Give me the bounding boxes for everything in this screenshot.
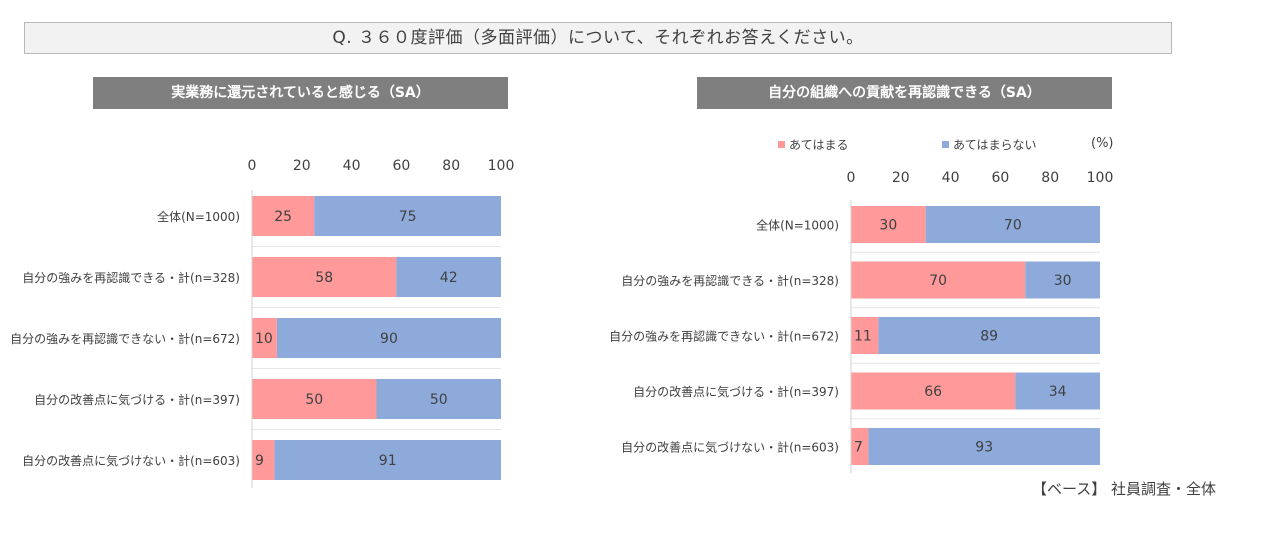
data-label: 75 xyxy=(399,209,417,225)
x-tick-label: 20 xyxy=(293,158,311,174)
category-label: 自分の改善点に気づける・計(n=397) xyxy=(34,392,240,407)
x-tick-label: 40 xyxy=(343,158,361,174)
bar-yes-right-3 xyxy=(851,372,1016,410)
bar-no-left-0 xyxy=(314,196,501,236)
data-label: 89 xyxy=(980,329,998,345)
category-label: 全体(N=1000) xyxy=(756,218,839,233)
data-label: 93 xyxy=(975,440,993,456)
x-tick-label: 60 xyxy=(392,158,410,174)
bar-yes-right-4 xyxy=(851,428,869,465)
data-label: 34 xyxy=(1049,384,1067,400)
data-label: 90 xyxy=(380,331,398,347)
category-label: 自分の改善点に気づけない・計(n=603) xyxy=(22,453,240,468)
data-label: 70 xyxy=(929,273,947,289)
question-text: Q. ３６０度評価（多面評価）について、それぞれお答えください。 xyxy=(24,22,1172,54)
data-label: 50 xyxy=(430,392,448,408)
data-label: 25 xyxy=(274,209,292,225)
data-label: 7 xyxy=(854,440,863,456)
bar-yes-left-4 xyxy=(252,440,275,480)
category-label: 自分の改善点に気づける・計(n=397) xyxy=(633,384,839,399)
legend-yes-swatch xyxy=(778,141,785,148)
x-tick-label: 80 xyxy=(442,158,460,174)
bar-yes-right-2 xyxy=(851,317,879,354)
data-label: 9 xyxy=(255,453,264,469)
x-tick-label: 0 xyxy=(847,170,856,186)
data-label: 30 xyxy=(879,218,897,234)
bar-yes-right-1 xyxy=(851,261,1026,299)
base-note: 【ベース】 社員調査・全体 xyxy=(1032,480,1217,498)
bar-no-left-2 xyxy=(276,318,501,358)
bar-no-right-4 xyxy=(868,428,1100,465)
category-label: 自分の強みを再認識できる・計(n=328) xyxy=(621,273,839,288)
bar-yes-left-0 xyxy=(252,196,315,236)
chart-title-right: 自分の組織への貢献を再認識できる（SA） xyxy=(697,77,1112,109)
data-label: 91 xyxy=(379,453,397,469)
legend-yes-label: あてはまる xyxy=(789,138,849,152)
x-tick-label: 40 xyxy=(942,170,960,186)
bar-no-left-1 xyxy=(396,257,501,297)
data-label: 11 xyxy=(854,329,872,345)
data-label: 66 xyxy=(924,384,942,400)
chart-title-left: 実業務に還元されていると感じる（SA） xyxy=(93,77,508,109)
bar-yes-right-0 xyxy=(851,206,926,243)
data-label: 10 xyxy=(255,331,273,347)
category-label: 自分の強みを再認識できない・計(n=672) xyxy=(10,331,240,346)
data-label: 30 xyxy=(1054,273,1072,289)
x-tick-label: 20 xyxy=(892,170,910,186)
legend-no: あてはまらない xyxy=(942,136,1037,153)
bar-no-left-3 xyxy=(376,379,501,419)
unit-label: (%) xyxy=(1091,136,1114,151)
bar-no-left-4 xyxy=(274,440,501,480)
category-label: 全体(N=1000) xyxy=(157,209,240,224)
bar-no-right-1 xyxy=(1025,261,1100,299)
data-label: 58 xyxy=(315,270,333,286)
x-tick-label: 0 xyxy=(248,158,257,174)
x-tick-label: 80 xyxy=(1041,170,1059,186)
legend-yes: あてはまる xyxy=(778,136,849,153)
data-label: 70 xyxy=(1004,218,1022,234)
bar-yes-left-1 xyxy=(252,257,397,297)
legend-no-label: あてはまらない xyxy=(953,138,1037,152)
category-label: 自分の強みを再認識できない・計(n=672) xyxy=(609,329,839,344)
category-label: 自分の強みを再認識できる・計(n=328) xyxy=(22,270,240,285)
x-tick-label: 60 xyxy=(991,170,1009,186)
data-label: 50 xyxy=(305,392,323,408)
bar-no-right-0 xyxy=(925,206,1100,243)
bar-no-right-3 xyxy=(1015,372,1100,410)
category-label: 自分の改善点に気づけない・計(n=603) xyxy=(621,440,839,455)
bar-no-right-2 xyxy=(878,317,1100,354)
legend-no-swatch xyxy=(942,141,949,148)
x-tick-label: 100 xyxy=(1087,170,1114,186)
x-tick-label: 100 xyxy=(488,158,515,174)
data-label: 42 xyxy=(440,270,458,286)
bar-yes-left-3 xyxy=(252,379,377,419)
bar-yes-left-2 xyxy=(252,318,277,358)
